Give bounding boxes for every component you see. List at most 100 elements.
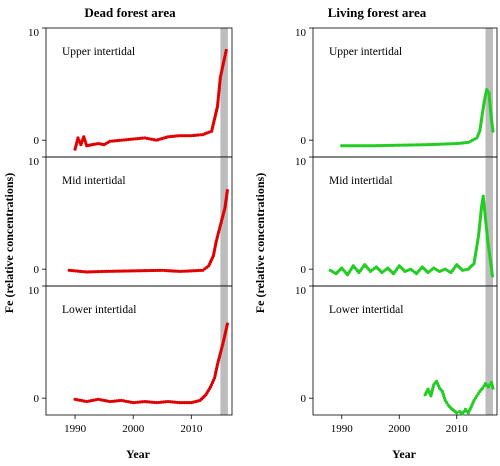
- col0-panel2-data-point: [143, 399, 147, 404]
- col1-panel0-data-point: [391, 143, 395, 147]
- col1-panel0-data-point: [388, 143, 393, 147]
- col1-panel0-data-point: [371, 144, 375, 148]
- col1-panel0-data-point: [362, 144, 366, 148]
- col0-panel0-label: Upper intertidal: [62, 46, 135, 58]
- col0-panel2-data-point: [110, 399, 114, 403]
- col1-panel0-data-point: [379, 143, 384, 148]
- col1-panel0-data-point: [408, 143, 412, 147]
- col0-panel2-data-point: [150, 400, 154, 404]
- col0-panel0-data-point: [175, 134, 179, 138]
- col0-panel0-data-point: [122, 138, 126, 142]
- col0-panel2-data-point: [168, 400, 172, 404]
- col0-panel1-shaded-interval: [220, 157, 228, 286]
- col1-panel2-label: Lower intertidal: [329, 304, 403, 316]
- col0-panel2-data-point: [147, 400, 152, 404]
- col0-panel1-data-point: [118, 269, 122, 273]
- col1-panel0-data-point: [464, 141, 468, 145]
- col0-panel1-data-point: [109, 269, 113, 273]
- col0-panel1-y-tick-label: 0: [34, 264, 40, 276]
- col0-panel0-data-point: [182, 134, 186, 138]
- col0-panel2-data-point: [171, 400, 175, 404]
- col1-x-tick-label: 2010: [446, 423, 469, 435]
- col0-panel0-data-point: [126, 137, 131, 142]
- col1-panel0-data-point: [353, 144, 357, 148]
- col1-panel0-data-point: [382, 143, 386, 148]
- col1-panel0-data-point: [415, 143, 419, 147]
- col0-panel1-data-point: [187, 269, 191, 273]
- col0-panel0-data-point: [187, 134, 191, 138]
- col1-panel0-data-point: [406, 143, 410, 147]
- col0-panel2-data-point: [225, 322, 229, 326]
- col0-panel1-data-point: [147, 268, 151, 273]
- col0-panel1-data-point: [127, 269, 131, 273]
- col0-panel0-data-point: [129, 137, 133, 141]
- col0-panel1-data-point: [140, 269, 144, 273]
- col0-panel0-data-point: [117, 138, 121, 142]
- col0-panel1-data-point: [113, 269, 117, 273]
- col1-panel0-data-point: [462, 141, 466, 145]
- col1-panel0-data-point: [459, 141, 463, 145]
- col0-panel2-data-point: [187, 401, 191, 405]
- col0-panel2-data-point: [152, 400, 156, 405]
- col0-panel0-data-point: [136, 137, 140, 141]
- col0-panel0-data-point: [224, 48, 228, 53]
- col0-panel0-data-point: [189, 134, 193, 138]
- col0-panel0-data-point: [199, 133, 203, 137]
- col1-panel0-data-point: [424, 143, 428, 147]
- col0-panel1-label: Mid intertidal: [62, 175, 126, 187]
- panels-group: 0 10 Upper intertidal 0 10 Mid intertidal 0 10 L…: [28, 27, 498, 435]
- col1-panel2-y-tick-label: 10: [295, 285, 307, 297]
- col1-panel0-data-point: [457, 141, 461, 145]
- col0-panel0-data-point: [115, 139, 119, 143]
- col0-panel0-data-point: [119, 138, 124, 142]
- col0-panel1-data-point: [102, 269, 106, 274]
- col1-panel0-data-point: [340, 144, 344, 148]
- col1-panel1-label: Mid intertidal: [329, 175, 393, 187]
- col0-panel2-frame: [45, 285, 233, 416]
- col0-panel2-data-point: [157, 400, 161, 405]
- col1-panel2-data-point: [491, 386, 495, 390]
- col0-panel1-data-point: [136, 269, 140, 273]
- col1-panel0-data-point: [395, 143, 399, 147]
- col1-panel0-data-point: [346, 144, 350, 148]
- col1-panel0-data-point: [399, 143, 404, 147]
- col1-panel0-data-point: [368, 144, 373, 148]
- col0-panel1-data-point: [124, 269, 129, 273]
- col0-panel1-data-point: [133, 269, 138, 273]
- y-axis-label-right: Fe (relative concentrations): [253, 173, 267, 313]
- col0-panel2-data-point: [154, 401, 159, 405]
- col0-panel0-data-point: [194, 133, 198, 137]
- col1-panel0-data-point: [375, 144, 379, 148]
- col0-panel2-data-point: [133, 400, 138, 405]
- col0-panel0-data-point: [168, 134, 172, 139]
- col0-panel0-data-point: [131, 137, 135, 141]
- col0-panel2-data-point: [115, 399, 119, 403]
- col0-panel1-data-point: [153, 268, 158, 273]
- col1-panel0-data-point: [417, 143, 421, 147]
- col0-panel1-data-point: [178, 269, 182, 274]
- col0-panel0-data-point: [192, 133, 196, 138]
- col0-panel2-data-point: [117, 399, 121, 403]
- col0-panel2-data-point: [173, 400, 177, 404]
- col0-panel0-data-point: [112, 139, 117, 143]
- col0-panel2-data-point: [159, 400, 163, 404]
- col1-x-tick-label: 1990: [331, 423, 354, 435]
- living-forest-title: Living forest area: [328, 5, 427, 20]
- col1-panel0-data-point: [360, 144, 364, 148]
- col0-panel2-data-point: [108, 399, 112, 404]
- col0-panel1-data-point: [182, 269, 186, 273]
- col1-panel0-data-point: [351, 144, 355, 148]
- col0-panel2-data-point: [164, 400, 168, 404]
- col1-panel0-data-point: [357, 144, 362, 148]
- col1-panel0-data-point: [373, 144, 377, 148]
- col0-panel1-data-point: [158, 268, 162, 272]
- col0-x-tick-label: 1990: [64, 423, 87, 435]
- col0-panel1-data-point: [129, 269, 133, 273]
- col0-panel0-data-point: [196, 133, 200, 137]
- col0-panel2-y-tick-label: 0: [34, 393, 40, 405]
- col0-panel1-data-point: [138, 269, 142, 273]
- col0-panel1-data-point: [120, 269, 124, 273]
- col0-panel2-y-tick-label: 10: [28, 285, 40, 297]
- col0-panel0-y-tick-label: 0: [34, 135, 40, 147]
